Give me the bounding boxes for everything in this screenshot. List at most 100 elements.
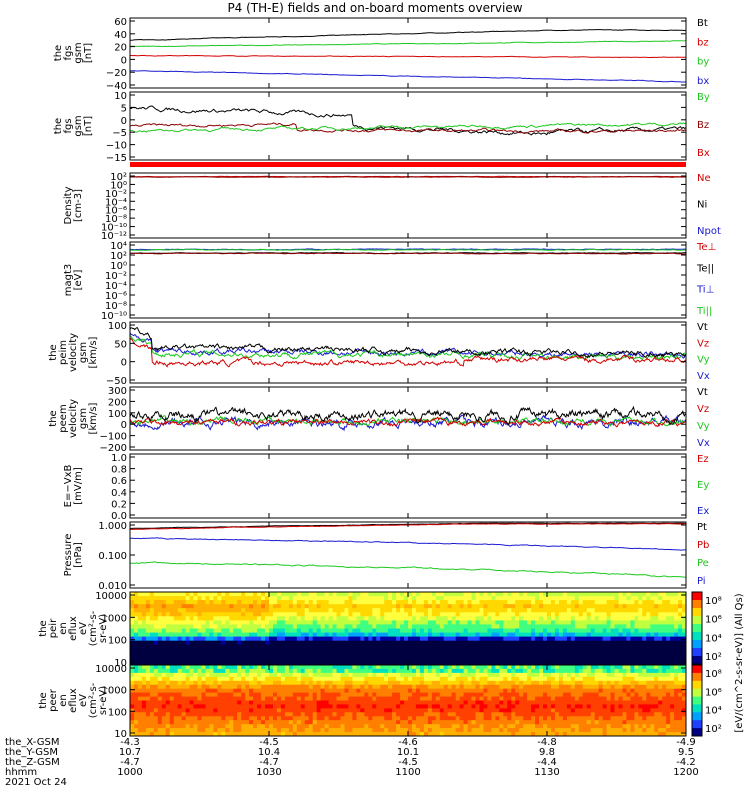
spectrogram-cell xyxy=(594,696,600,702)
spectrogram-cell xyxy=(682,724,686,729)
spectrogram-cell xyxy=(332,700,338,705)
spectrogram-cell xyxy=(269,628,274,634)
spectrogram-cell xyxy=(515,660,520,665)
spectrogram-cell xyxy=(165,620,171,626)
spectrogram-cell xyxy=(602,704,608,709)
spectrogram-cell xyxy=(197,684,203,690)
spectrogram-cell xyxy=(237,700,242,705)
spectrogram-cell xyxy=(177,720,183,725)
spectrogram-cell xyxy=(590,724,596,729)
spectrogram-cell xyxy=(134,592,139,597)
spectrogram-cell xyxy=(249,652,254,658)
spectrogram-cell xyxy=(654,592,659,597)
spectrogram-cell xyxy=(539,688,544,694)
spectrogram-cell xyxy=(352,640,357,646)
spectrogram-cell xyxy=(352,612,357,617)
spectrogram-cell xyxy=(145,604,151,609)
spectrogram-cell xyxy=(582,712,588,717)
spectrogram-cell xyxy=(257,636,262,642)
spectrogram-cell xyxy=(265,648,270,654)
spectrogram-cell xyxy=(340,632,346,638)
spectrogram-cell xyxy=(380,688,385,694)
spectrogram-cell xyxy=(276,708,282,713)
spectrogram-cell xyxy=(356,708,361,713)
spectrogram-cell xyxy=(511,652,516,658)
panel-ylabel: sr-eV) xyxy=(98,614,109,643)
panel-ylabel: [mV/m] xyxy=(73,467,84,505)
spectrogram-cell xyxy=(165,700,171,705)
spectrogram-cell xyxy=(165,720,171,725)
spectrogram-cell xyxy=(300,724,306,729)
spectrogram-cell xyxy=(614,612,620,617)
spectrogram-cell xyxy=(137,688,143,694)
spectrogram-cell xyxy=(598,724,604,729)
spectrogram-cell xyxy=(304,680,310,686)
spectrogram-cell xyxy=(535,608,540,613)
spectrogram-cell xyxy=(288,600,294,605)
spectrogram-cell xyxy=(249,660,254,665)
spectrogram-cell xyxy=(153,612,159,617)
spectrogram-cell xyxy=(153,712,159,717)
spectrogram-cell xyxy=(237,656,242,662)
spectrogram-cell xyxy=(265,596,270,601)
spectrogram-cell xyxy=(245,600,250,605)
spectrogram-cell xyxy=(280,640,286,646)
spectrogram-cell xyxy=(137,632,143,638)
spectrogram-cell xyxy=(241,700,246,705)
spectrogram-cell xyxy=(130,616,135,621)
spectrogram-cell xyxy=(666,692,671,698)
spectrogram-cell xyxy=(312,660,318,665)
spectrogram-cell xyxy=(185,592,191,597)
spectrogram-cell xyxy=(658,624,663,630)
spectrogram-cell xyxy=(451,672,457,678)
spectrogram-cell xyxy=(618,592,624,597)
spectrogram-cell xyxy=(558,632,564,638)
spectrogram-cell xyxy=(221,608,226,613)
spectrogram-cell xyxy=(360,720,365,725)
spectrogram-cell xyxy=(606,612,612,617)
spectrogram-cell xyxy=(340,724,346,729)
spectrogram-cell xyxy=(582,612,588,617)
spectrogram-cell xyxy=(161,728,167,733)
spectrogram-cell xyxy=(558,712,564,717)
spectrogram-cell xyxy=(249,600,254,605)
spectrogram-cell xyxy=(598,596,604,601)
spectrogram-cell xyxy=(678,672,683,678)
spectrogram-cell xyxy=(650,684,655,690)
spectrogram-cell xyxy=(626,665,631,670)
spectrogram-cell xyxy=(177,724,183,729)
spectrogram-cell xyxy=(471,636,477,642)
spectrogram-cell xyxy=(519,636,524,642)
spectrogram-cell xyxy=(423,708,429,713)
spectrogram-cell xyxy=(594,608,600,613)
spectrogram-cell xyxy=(292,640,298,646)
spectrogram-cell xyxy=(412,660,417,665)
spectrogram-cell xyxy=(372,656,377,662)
spectrogram-cell xyxy=(646,676,651,682)
spectrogram-cell xyxy=(181,640,187,646)
spectrogram-cell xyxy=(582,696,588,702)
spectrogram-cell xyxy=(169,708,175,713)
spectrogram-cell xyxy=(265,600,270,605)
spectrogram-cell xyxy=(368,712,373,717)
spectrogram-cell xyxy=(606,712,612,717)
spectrogram-cell xyxy=(427,692,433,698)
spectrogram-cell xyxy=(586,656,592,662)
spectrogram-cell xyxy=(257,656,262,662)
ytick-label: 10² xyxy=(110,251,127,262)
spectrogram-cell xyxy=(157,640,163,646)
spectrogram-cell xyxy=(193,728,199,733)
ytick-label: −10 xyxy=(106,141,127,152)
spectrogram-cell xyxy=(384,596,389,601)
spectrogram-cell xyxy=(610,712,616,717)
spectrogram-cell xyxy=(356,608,361,613)
spectrogram-cell xyxy=(435,644,441,650)
spectrogram-cell xyxy=(332,676,338,682)
spectrogram-cell xyxy=(336,665,342,670)
spectrogram-cell xyxy=(185,620,191,626)
spectrogram-cell xyxy=(249,680,254,686)
spectrogram-cell xyxy=(650,652,655,658)
spectrogram-cell xyxy=(316,696,322,702)
spectrogram-cell xyxy=(296,632,302,638)
spectrogram-cell xyxy=(678,640,683,646)
